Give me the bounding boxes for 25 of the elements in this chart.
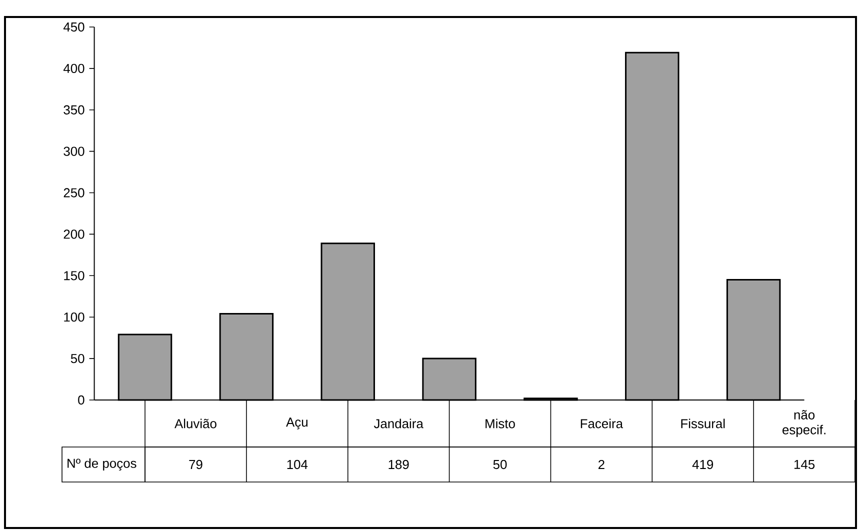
x-tick-label: Fissural	[681, 418, 725, 428]
x-tick-label: Jandaira	[374, 418, 424, 428]
y-tick-label: 350	[64, 105, 84, 114]
y-tick-label: 50	[70, 354, 84, 364]
y-tick-label: 300	[64, 146, 84, 156]
data-label: 2	[598, 460, 604, 470]
data-label: 419	[692, 460, 714, 470]
y-tick-label: 400	[63, 64, 84, 74]
y-tick-label: 450	[63, 22, 84, 32]
data-label: 79	[189, 460, 202, 470]
x-tick-label: não especif.	[782, 410, 826, 437]
data-label: 145	[794, 460, 815, 469]
x-tick-label: Faceira	[580, 418, 624, 428]
x-tick-label: Aluvião	[174, 418, 216, 428]
x-tick-label: Misto	[486, 418, 515, 428]
data-label: 189	[388, 460, 409, 470]
y-tick-label: 100	[64, 312, 84, 322]
data-label: 104	[287, 460, 308, 470]
data-label: 50	[493, 460, 507, 470]
y-tick-label: 0	[78, 395, 84, 405]
y-tick-label: 200	[64, 230, 84, 239]
x-tick-label: Açu	[286, 418, 308, 430]
y-tick-label: 250	[64, 188, 84, 198]
y-tick-label: 150	[64, 271, 84, 280]
text: Nº de poços	[68, 458, 136, 471]
